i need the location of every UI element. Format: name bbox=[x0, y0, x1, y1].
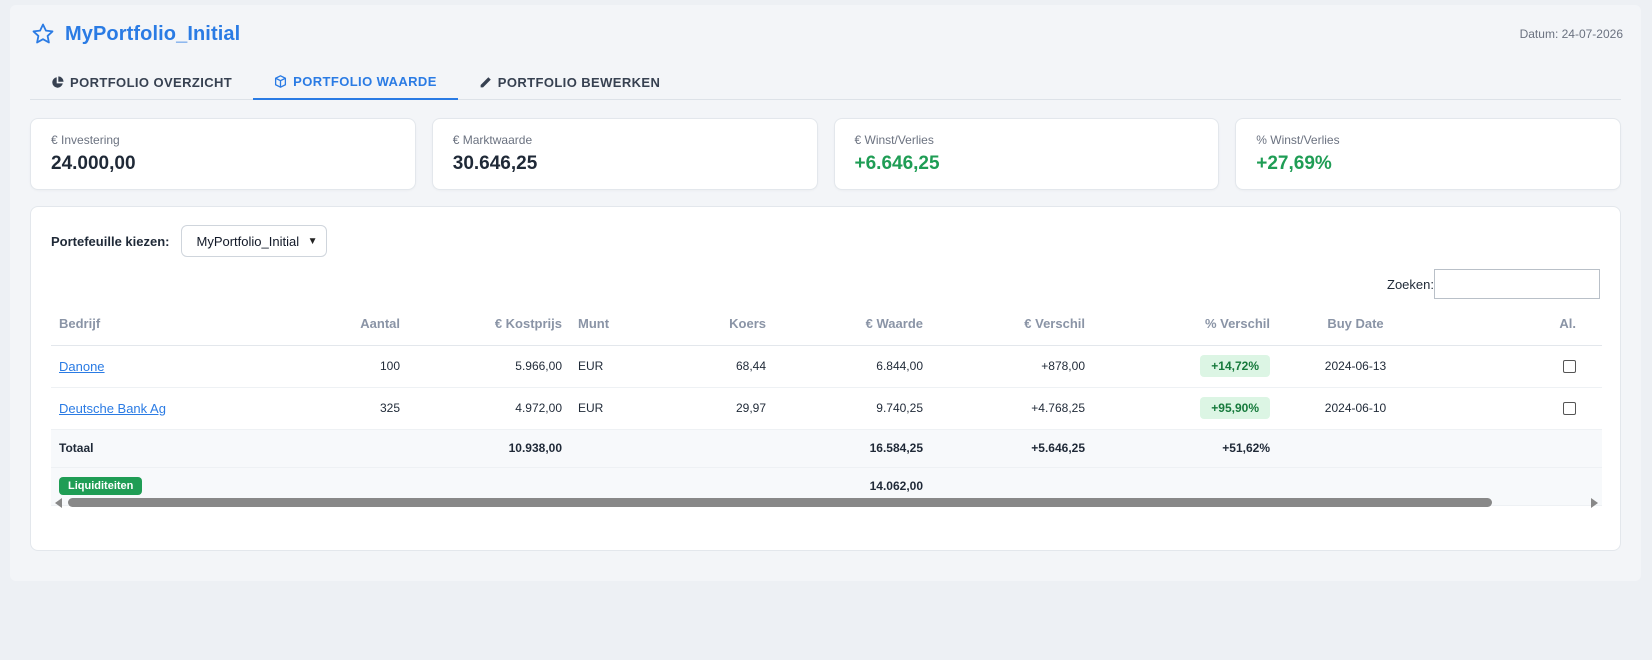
card-marktwaarde: € Marktwaarde 30.646,25 bbox=[431, 118, 818, 190]
star-icon[interactable] bbox=[31, 22, 55, 46]
page-header: MyPortfolio_Initial bbox=[31, 22, 240, 46]
card-label: € Winst/Verlies bbox=[854, 133, 934, 147]
cell-waarde: 9.740,25 bbox=[774, 387, 931, 430]
scroll-left-arrow-icon[interactable] bbox=[55, 498, 62, 508]
tab-portfolio-overzicht[interactable]: PORTFOLIO OVERZICHT bbox=[30, 64, 253, 100]
card-value: 24.000,00 bbox=[51, 153, 136, 174]
col-header-kostprijs[interactable]: € Kostprijs bbox=[408, 303, 570, 346]
holdings-table: Bedrijf Aantal € Kostprijs Munt Koers € … bbox=[51, 303, 1602, 506]
cell-aantal: 325 bbox=[251, 387, 408, 430]
tab-label: PORTFOLIO BEWERKEN bbox=[497, 74, 661, 90]
card-label: % Winst/Verlies bbox=[1256, 133, 1340, 147]
cell-munt: EUR bbox=[570, 387, 680, 430]
portfolio-select-label: Portefeuille kiezen: bbox=[51, 233, 170, 249]
card-label: € Marktwaarde bbox=[452, 133, 533, 147]
cell-buy-date: 2024-06-10 bbox=[1278, 387, 1433, 430]
card-label: € Investering bbox=[51, 133, 120, 147]
search-input[interactable] bbox=[1434, 269, 1600, 299]
col-header-al[interactable]: Al. bbox=[1433, 303, 1602, 346]
cell-verschil: +878,00 bbox=[931, 345, 1093, 388]
col-header-waarde[interactable]: € Waarde bbox=[774, 303, 931, 346]
table-header-row: Bedrijf Aantal € Kostprijs Munt Koers € … bbox=[51, 303, 1602, 346]
total-pct-verschil: +51,62% bbox=[1093, 429, 1278, 468]
col-header-koers[interactable]: Koers bbox=[680, 303, 774, 346]
col-header-bedrijf[interactable]: Bedrijf bbox=[51, 303, 251, 346]
horizontal-scrollbar[interactable] bbox=[51, 495, 1602, 511]
tab-label: PORTFOLIO OVERZICHT bbox=[70, 74, 233, 90]
pie-chart-icon bbox=[52, 75, 64, 88]
card-winst-verlies: € Winst/Verlies +6.646,25 bbox=[833, 118, 1220, 190]
tab-portfolio-waarde[interactable]: PORTFOLIO WAARDE bbox=[253, 64, 458, 100]
total-row: Totaal 10.938,00 16.584,25 +5.646,25 +51… bbox=[51, 429, 1602, 468]
card-pct-winst-verlies: % Winst/Verlies +27,69% bbox=[1235, 118, 1621, 190]
table-row: Deutsche Bank Ag 325 4.972,00 EUR 29,97 … bbox=[51, 387, 1602, 430]
portfolio-table-card: Portefeuille kiezen: MyPortfolio_Initial… bbox=[30, 206, 1621, 551]
page-title: MyPortfolio_Initial bbox=[65, 22, 241, 45]
pct-verschil-pill: +14,72% bbox=[1200, 355, 1270, 377]
table-row: Danone 100 5.966,00 EUR 68,44 6.844,00 +… bbox=[51, 345, 1602, 388]
chevron-down-icon: ▼ bbox=[307, 235, 318, 247]
total-verschil: +5.646,25 bbox=[931, 429, 1093, 468]
cell-buy-date: 2024-06-13 bbox=[1278, 345, 1433, 388]
card-value: +6.646,25 bbox=[854, 153, 940, 174]
tab-portfolio-bewerken[interactable]: PORTFOLIO BEWERKEN bbox=[458, 64, 681, 100]
cube-icon bbox=[275, 74, 287, 88]
cell-aantal: 100 bbox=[251, 345, 408, 388]
portfolio-select[interactable]: MyPortfolio_Initial ▼ bbox=[181, 225, 328, 257]
search-label: Zoeken: bbox=[1387, 276, 1434, 292]
scrollbar-thumb[interactable] bbox=[68, 498, 1492, 507]
cell-waarde: 6.844,00 bbox=[774, 345, 931, 388]
tab-label: PORTFOLIO WAARDE bbox=[293, 73, 437, 89]
col-header-buy-date[interactable]: Buy Date bbox=[1278, 303, 1433, 346]
liquidity-badge: Liquiditeiten bbox=[59, 477, 143, 495]
company-link[interactable]: Deutsche Bank Ag bbox=[59, 400, 166, 416]
card-investering: € Investering 24.000,00 bbox=[30, 118, 416, 190]
cell-kostprijs: 5.966,00 bbox=[408, 345, 570, 388]
cell-koers: 29,97 bbox=[680, 387, 774, 430]
date-label: Datum: 24-07-2026 bbox=[1519, 27, 1623, 41]
cell-munt: EUR bbox=[570, 345, 680, 388]
cell-kostprijs: 4.972,00 bbox=[408, 387, 570, 430]
scroll-right-arrow-icon[interactable] bbox=[1591, 498, 1598, 508]
cell-koers: 68,44 bbox=[680, 345, 774, 388]
alert-checkbox[interactable] bbox=[1563, 402, 1576, 416]
col-header-aantal[interactable]: Aantal bbox=[251, 303, 408, 346]
tab-bar: PORTFOLIO OVERZICHT PORTFOLIO WAARDE POR… bbox=[30, 64, 1621, 100]
pencil-icon bbox=[480, 76, 491, 87]
card-value: 30.646,25 bbox=[452, 153, 538, 174]
portfolio-select-row: Portefeuille kiezen: MyPortfolio_Initial… bbox=[51, 225, 328, 257]
search-row: Zoeken: bbox=[1387, 269, 1600, 299]
total-kostprijs: 10.938,00 bbox=[408, 429, 570, 468]
portfolio-select-value: MyPortfolio_Initial bbox=[196, 233, 300, 249]
col-header-pct-verschil[interactable]: % Verschil bbox=[1093, 303, 1278, 346]
summary-cards: € Investering 24.000,00 € Marktwaarde 30… bbox=[30, 118, 1621, 190]
cell-verschil: +4.768,25 bbox=[931, 387, 1093, 430]
card-value: +27,69% bbox=[1256, 153, 1332, 174]
total-waarde: 16.584,25 bbox=[774, 429, 931, 468]
total-label: Totaal bbox=[51, 429, 251, 468]
pct-verschil-pill: +95,90% bbox=[1200, 397, 1270, 419]
col-header-munt[interactable]: Munt bbox=[570, 303, 680, 346]
company-link[interactable]: Danone bbox=[59, 358, 105, 374]
col-header-verschil[interactable]: € Verschil bbox=[931, 303, 1093, 346]
alert-checkbox[interactable] bbox=[1563, 360, 1576, 374]
